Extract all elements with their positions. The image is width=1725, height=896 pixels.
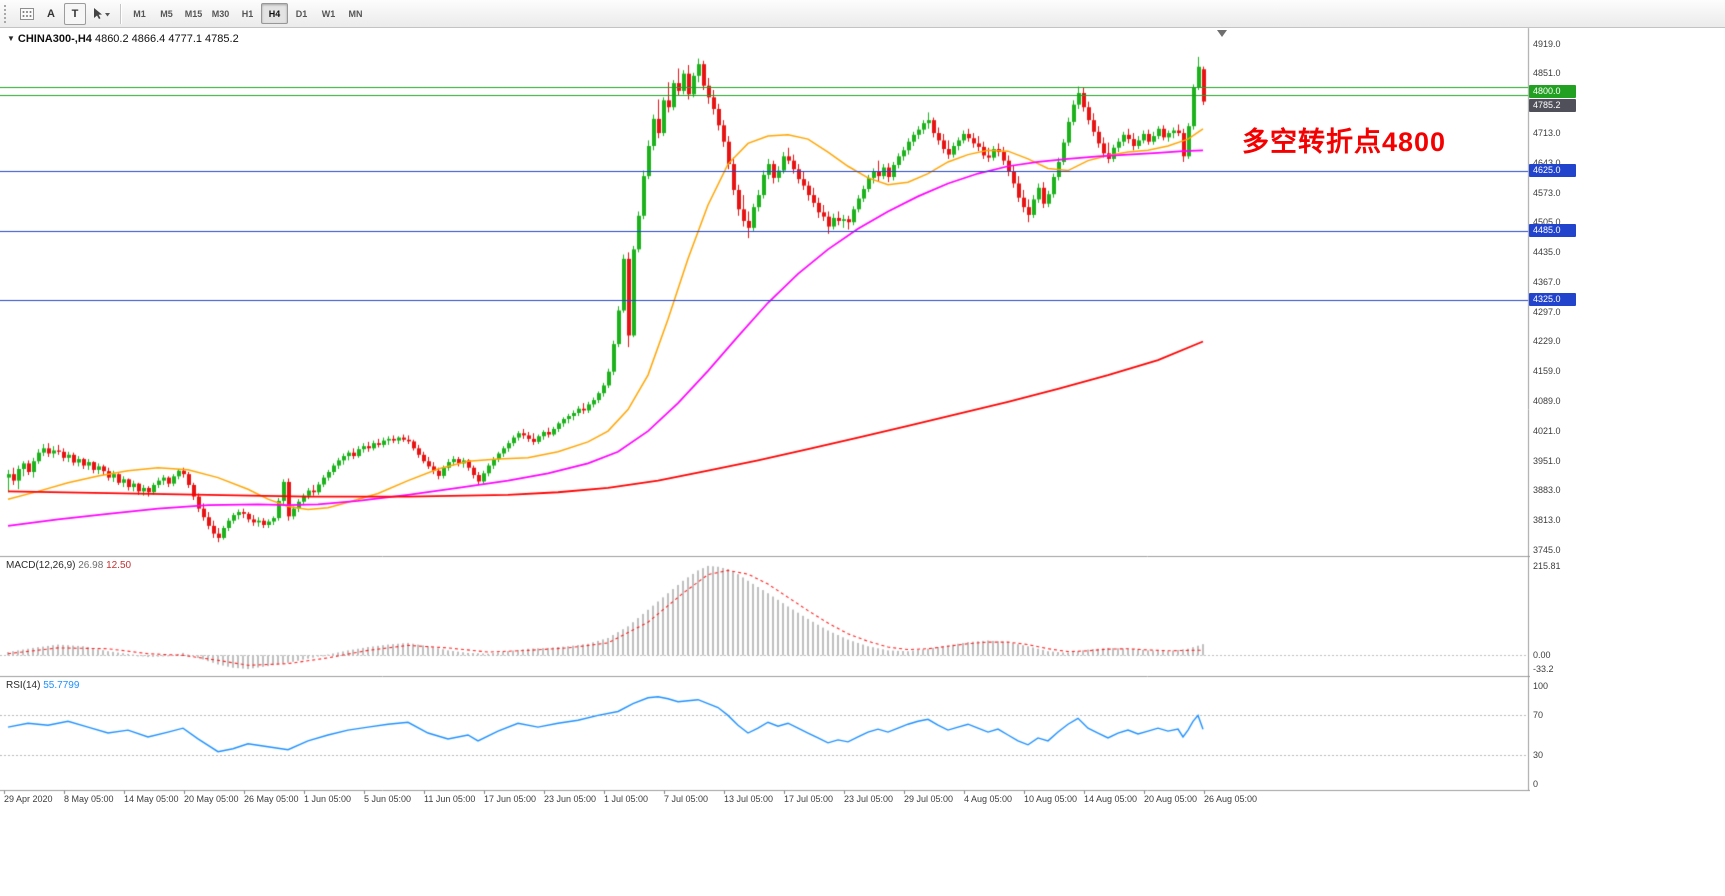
timeframe-button-d1[interactable]: D1	[288, 3, 315, 24]
macd-axis-label: 215.81	[1533, 560, 1561, 571]
rsi-value: 55.7799	[43, 680, 80, 691]
timeframe-button-m5[interactable]: M5	[153, 3, 180, 24]
chart-title: ▼ CHINA300-,H4 4860.2 4866.4 4777.1 4785.…	[7, 33, 239, 45]
price-axis-label: 4573.0	[1533, 187, 1561, 198]
timeframe-buttons: M1 M5 M15 M30 H1 H4 D1 W1 MN	[126, 3, 369, 24]
time-axis-label: 17 Jul 05:00	[784, 794, 834, 804]
price-axis-label: 4159.0	[1533, 366, 1561, 377]
rsi-axis-label: 100	[1533, 681, 1549, 691]
price-axis[interactable]: 4919.0 4851.0 4713.0 4643.0 4573.0 4505.0 4435…	[1528, 28, 1598, 790]
timeframe-button-h1[interactable]: H1	[234, 3, 261, 24]
collapse-triangle-icon: ▼	[7, 34, 15, 43]
cursor-tool-button[interactable]	[88, 3, 114, 25]
rsi-axis-label: 0	[1533, 779, 1539, 789]
chart-canvas[interactable]	[0, 0, 1530, 812]
timeframe-button-w1[interactable]: W1	[315, 3, 342, 24]
price-axis-label: 3813.0	[1533, 515, 1561, 526]
timeframe-button-m1[interactable]: M1	[126, 3, 153, 24]
time-axis-label: 14 Aug 05:00	[1084, 794, 1138, 804]
price-tag-4625: 4625.0	[1529, 164, 1576, 178]
macd-main-value: 26.98	[78, 560, 104, 571]
price-axis-label: 4435.0	[1533, 247, 1561, 258]
macd-axis-label: -33.2	[1533, 664, 1554, 675]
macd-axis-label: 0.00	[1533, 650, 1551, 661]
label-tool-button[interactable]: A	[40, 3, 62, 25]
price-axis-label: 4643.0	[1533, 157, 1561, 168]
time-axis-label: 26 May 05:00	[244, 794, 299, 804]
toolbar-separator	[120, 3, 121, 24]
price-axis-label: 4851.0	[1533, 68, 1561, 79]
time-axis-label: 1 Jul 05:00	[604, 794, 649, 804]
ohlc-values: 4860.2 4866.4 4777.1 4785.2	[94, 33, 239, 45]
macd-label: MACD(12,26,9) 26.98 12.50	[6, 560, 131, 571]
time-axis-label: 10 Aug 05:00	[1024, 794, 1078, 804]
time-axis-label: 4 Aug 05:00	[964, 794, 1013, 804]
symbol-period-label: CHINA300-,H4	[17, 33, 92, 45]
time-axis-label: 8 May 05:00	[64, 794, 114, 804]
time-axis-label: 23 Jun 05:00	[544, 794, 597, 804]
rsi-name: RSI(14)	[6, 680, 41, 691]
chevron-down-icon	[105, 12, 110, 16]
time-axis-label: 23 Jul 05:00	[844, 794, 894, 804]
price-axis-label: 4713.0	[1533, 127, 1561, 138]
time-axis-label: 26 Aug 05:00	[1204, 794, 1258, 804]
timeframe-button-mn[interactable]: MN	[342, 3, 369, 24]
time-axis-label: 20 May 05:00	[184, 794, 239, 804]
cursor-icon	[94, 7, 110, 19]
price-tag-4485: 4485.0	[1529, 224, 1576, 238]
chart-shift-marker-icon	[1217, 30, 1227, 37]
time-axis-label: 29 Jul 05:00	[904, 794, 954, 804]
time-axis-label: 29 Apr 2020	[4, 794, 53, 804]
time-axis[interactable]: 29 Apr 2020 8 May 05:00 14 May 05:00 20 May…	[0, 790, 1528, 812]
grid-icon	[20, 7, 34, 20]
macd-name: MACD(12,26,9)	[6, 560, 76, 571]
price-axis-label: 4089.0	[1533, 396, 1561, 407]
time-axis-label: 17 Jun 05:00	[484, 794, 537, 804]
time-axis-label: 14 May 05:00	[124, 794, 179, 804]
rsi-label: RSI(14) 55.7799	[6, 680, 79, 691]
price-tag-4325: 4325.0	[1529, 293, 1576, 307]
time-axis-label: 11 Jun 05:00	[424, 794, 476, 804]
time-axis-label: 13 Jul 05:00	[724, 794, 774, 804]
rsi-axis-label: 30	[1533, 749, 1544, 760]
price-axis-label: 4367.0	[1533, 276, 1561, 287]
price-axis-label: 3951.0	[1533, 455, 1561, 466]
toolbar-grip-icon	[4, 4, 11, 23]
price-axis-label: 4229.0	[1533, 336, 1561, 347]
price-axis-label: 4021.0	[1533, 425, 1561, 436]
timeframe-button-h4[interactable]: H4	[261, 3, 288, 24]
price-axis-label: 3883.0	[1533, 485, 1561, 496]
price-axis-label: 4505.0	[1533, 217, 1561, 228]
grid-tool-button[interactable]	[16, 3, 38, 25]
annotation-text[interactable]: 多空转折点4800	[1242, 127, 1447, 157]
toolbar: A T M1 M5 M15 M30 H1 H4 D1 W1 MN	[0, 0, 1725, 28]
price-tag-4800: 4800.0	[1529, 84, 1576, 98]
time-axis-label: 5 Jun 05:00	[364, 794, 412, 804]
rsi-axis-label: 70	[1533, 710, 1544, 721]
time-axis-label: 1 Jun 05:00	[304, 794, 352, 804]
price-tag-current: 4785.2	[1529, 99, 1576, 113]
timeframe-button-m15[interactable]: M15	[180, 3, 207, 24]
price-axis-label: 4297.0	[1533, 306, 1561, 317]
price-axis-label: 4919.0	[1533, 38, 1561, 49]
price-axis-label: 3745.0	[1533, 544, 1561, 555]
macd-signal-value: 12.50	[106, 560, 132, 571]
time-axis-label: 7 Jul 05:00	[664, 794, 709, 804]
time-axis-label: 20 Aug 05:00	[1144, 794, 1198, 804]
text-tool-button[interactable]: T	[64, 2, 86, 25]
timeframe-button-m30[interactable]: M30	[207, 3, 234, 24]
